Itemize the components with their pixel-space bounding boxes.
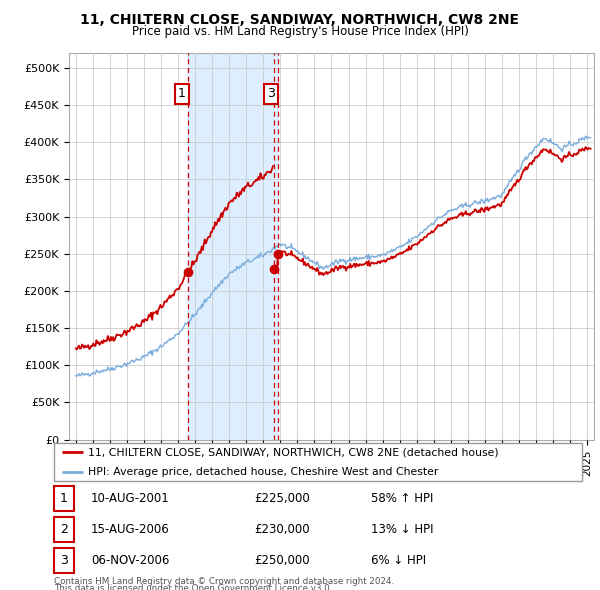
Text: £250,000: £250,000 xyxy=(254,554,310,567)
Text: 06-NOV-2006: 06-NOV-2006 xyxy=(91,554,169,567)
Text: 13% ↓ HPI: 13% ↓ HPI xyxy=(371,523,433,536)
Text: 3: 3 xyxy=(268,87,275,100)
Text: 1: 1 xyxy=(60,492,68,505)
Text: Contains HM Land Registry data © Crown copyright and database right 2024.: Contains HM Land Registry data © Crown c… xyxy=(54,577,394,586)
Text: This data is licensed under the Open Government Licence v3.0.: This data is licensed under the Open Gov… xyxy=(54,584,332,590)
FancyBboxPatch shape xyxy=(54,517,74,542)
Text: 11, CHILTERN CLOSE, SANDIWAY, NORTHWICH, CW8 2NE: 11, CHILTERN CLOSE, SANDIWAY, NORTHWICH,… xyxy=(80,13,520,27)
Text: Price paid vs. HM Land Registry's House Price Index (HPI): Price paid vs. HM Land Registry's House … xyxy=(131,25,469,38)
FancyBboxPatch shape xyxy=(54,442,582,481)
FancyBboxPatch shape xyxy=(54,548,74,573)
Bar xyxy=(188,53,278,440)
Text: 2: 2 xyxy=(60,523,68,536)
Text: 1: 1 xyxy=(178,87,186,100)
Text: £225,000: £225,000 xyxy=(254,492,310,505)
Text: HPI: Average price, detached house, Cheshire West and Chester: HPI: Average price, detached house, Ches… xyxy=(88,467,439,477)
Text: 58% ↑ HPI: 58% ↑ HPI xyxy=(371,492,433,505)
Text: 15-AUG-2006: 15-AUG-2006 xyxy=(91,523,170,536)
Text: 3: 3 xyxy=(60,554,68,567)
Text: 6% ↓ HPI: 6% ↓ HPI xyxy=(371,554,426,567)
Text: 11, CHILTERN CLOSE, SANDIWAY, NORTHWICH, CW8 2NE (detached house): 11, CHILTERN CLOSE, SANDIWAY, NORTHWICH,… xyxy=(88,447,499,457)
Text: £230,000: £230,000 xyxy=(254,523,310,536)
FancyBboxPatch shape xyxy=(54,486,74,511)
Text: 10-AUG-2001: 10-AUG-2001 xyxy=(91,492,170,505)
